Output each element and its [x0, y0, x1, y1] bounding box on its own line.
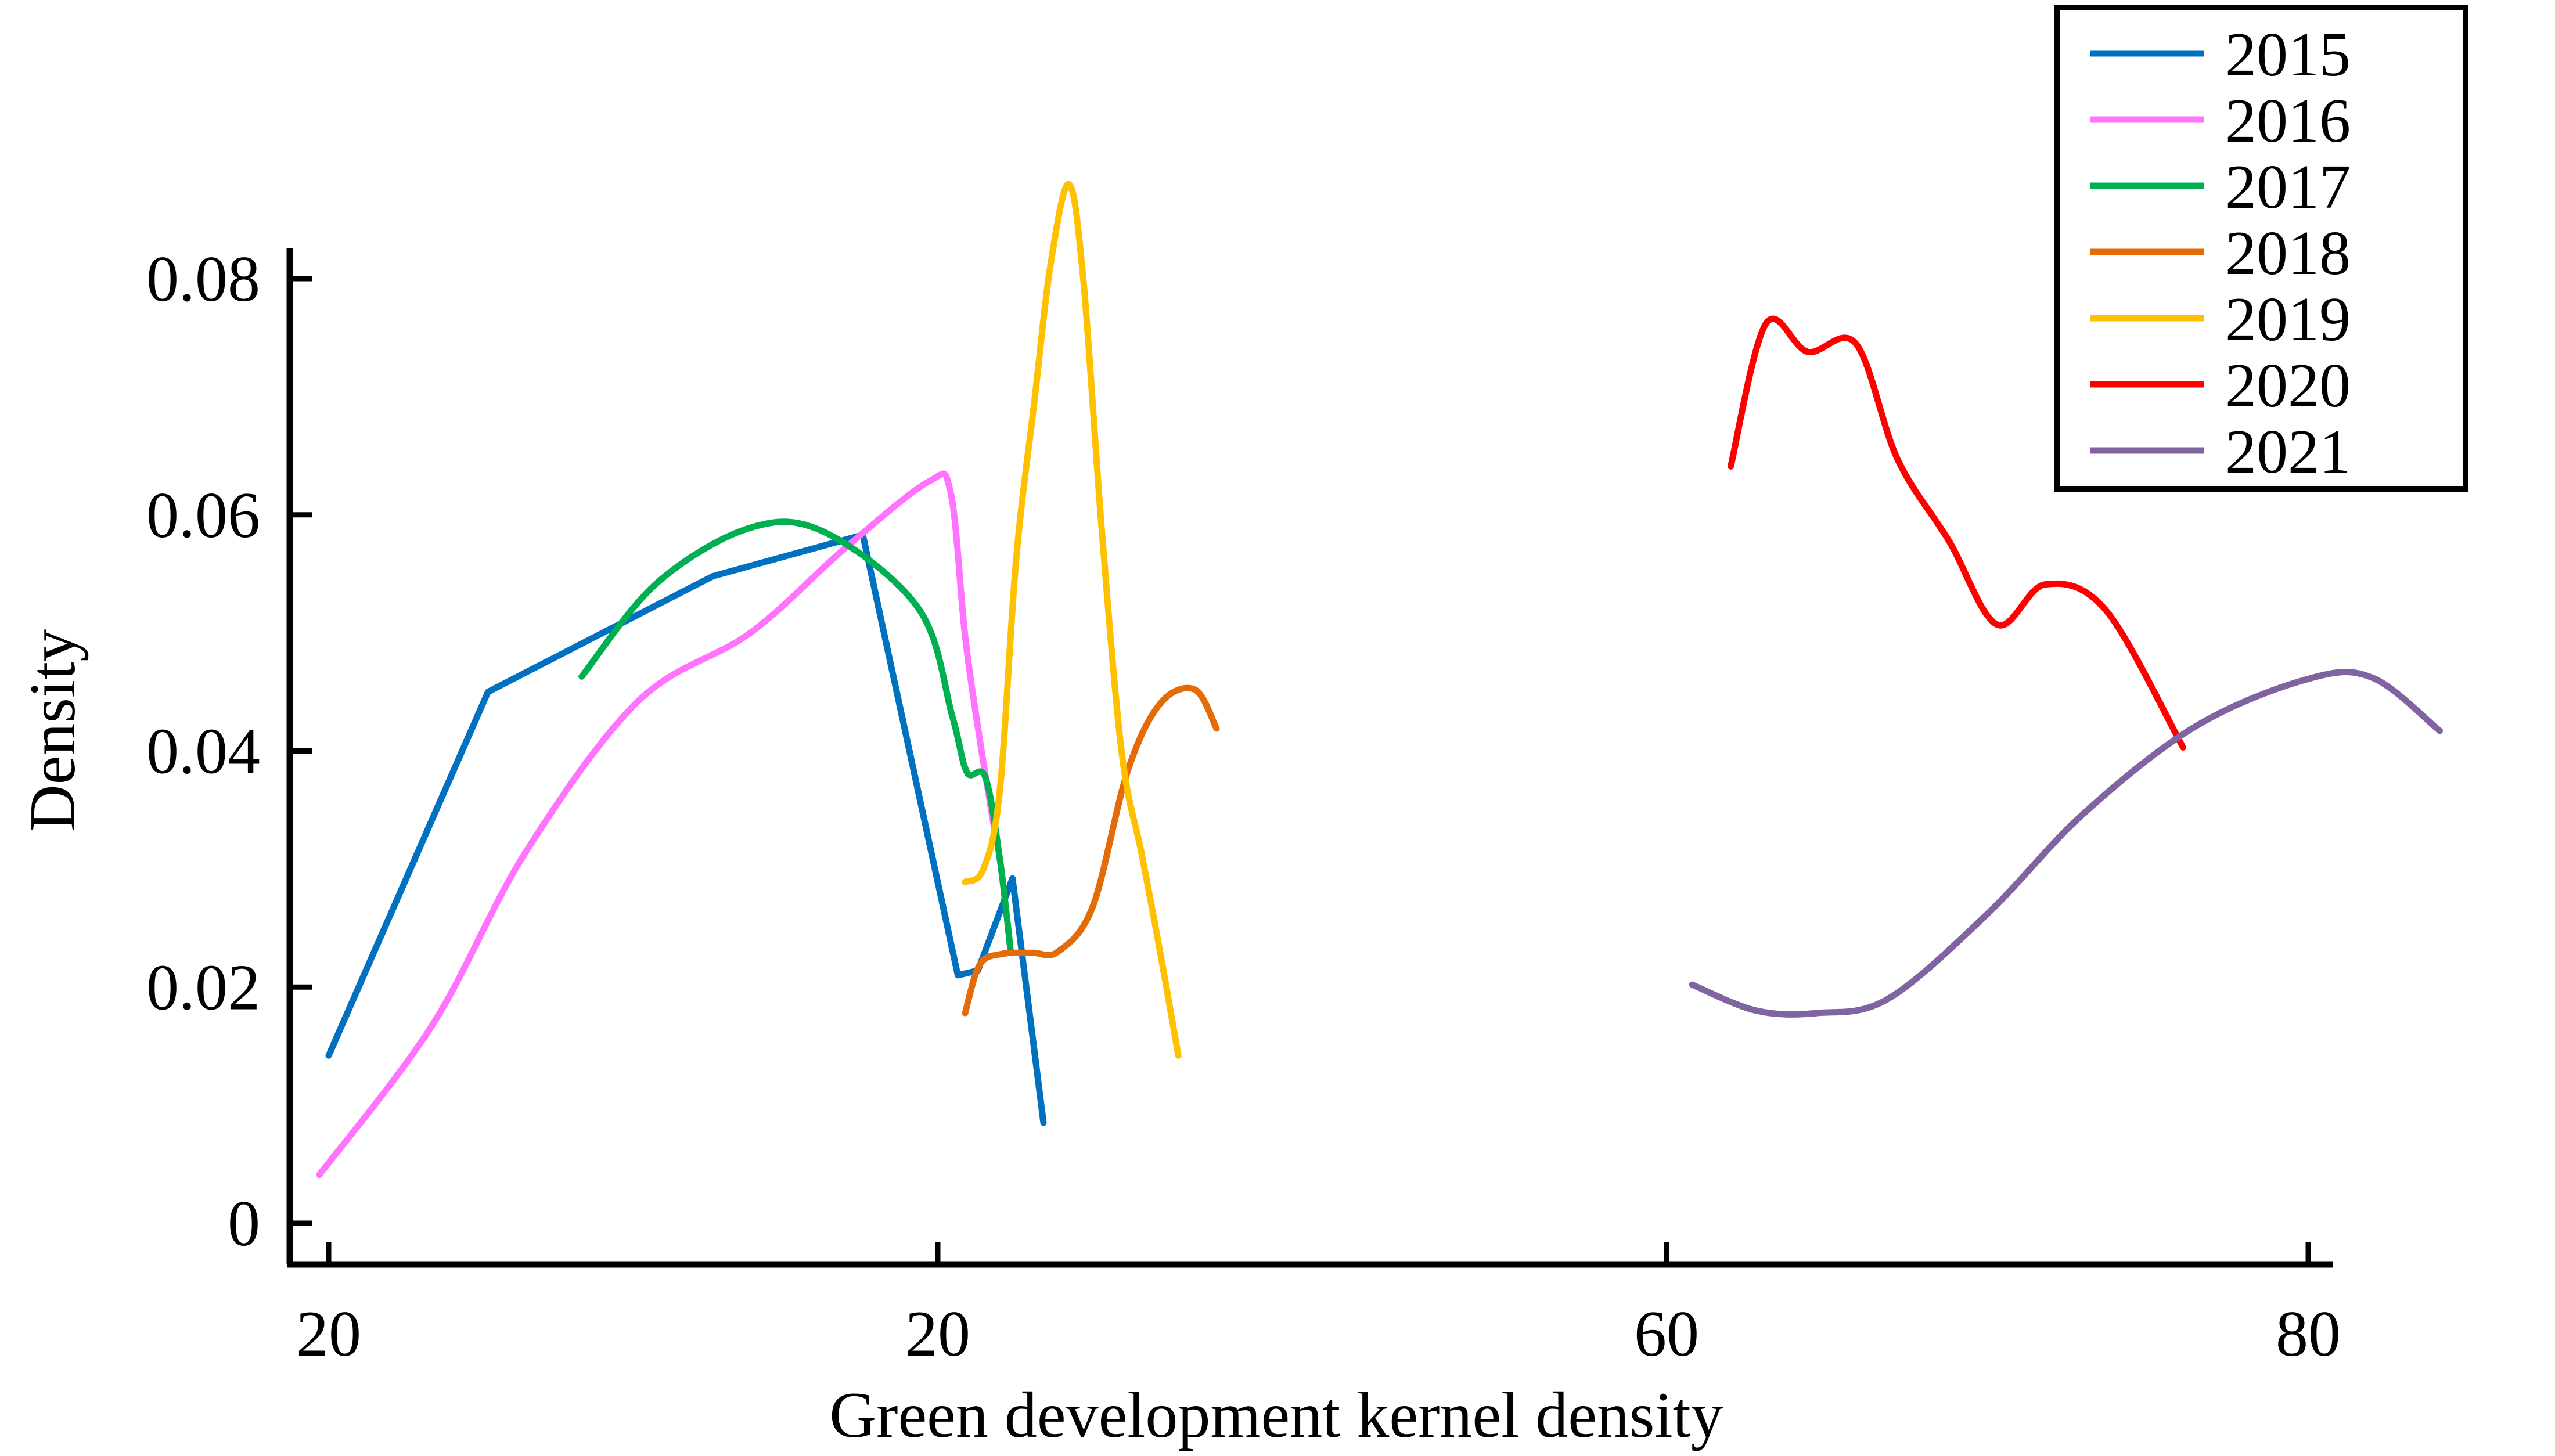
- series-line-2017: [578, 518, 1014, 955]
- y-tick-label: 0.06: [146, 480, 260, 552]
- series-line-2019: [962, 181, 1182, 1059]
- y-tick-label: 0.02: [146, 952, 260, 1023]
- legend-label-2017: 2017: [2225, 153, 2351, 222]
- legend-label-2021: 2021: [2225, 417, 2351, 486]
- series-line-2016: [316, 470, 999, 1179]
- legend-box: [2054, 5, 2468, 492]
- series-line-2020: [1728, 315, 2186, 751]
- x-tick-label: 20: [296, 1298, 361, 1370]
- x-tick-label: 20: [905, 1298, 970, 1370]
- series-line-2015: [325, 531, 1047, 1126]
- y-tick-label: 0.04: [146, 716, 260, 788]
- y-tick-label: 0: [228, 1188, 260, 1260]
- x-tick-label: 60: [1634, 1298, 1699, 1370]
- legend-label-2020: 2020: [2225, 351, 2351, 420]
- series-line-2018: [962, 684, 1220, 1017]
- x-axis-title: Green development kernel density: [829, 1379, 1723, 1451]
- x-tick-label: 80: [2276, 1298, 2341, 1370]
- tick-marks: 0 0.02 0.04 0.06 0.08 20 20 60 80: [146, 243, 2341, 1370]
- series-line-2021: [1689, 669, 2443, 1018]
- legend-label-2015: 2015: [2225, 20, 2351, 89]
- legend-label-2018: 2018: [2225, 219, 2351, 288]
- legend-label-2019: 2019: [2225, 285, 2351, 354]
- series-lines: [316, 181, 2443, 1179]
- y-axis-title: Density: [17, 629, 89, 831]
- legend-label-2016: 2016: [2225, 87, 2351, 156]
- y-tick-label: 0.08: [146, 243, 260, 315]
- axes: [286, 248, 2333, 1268]
